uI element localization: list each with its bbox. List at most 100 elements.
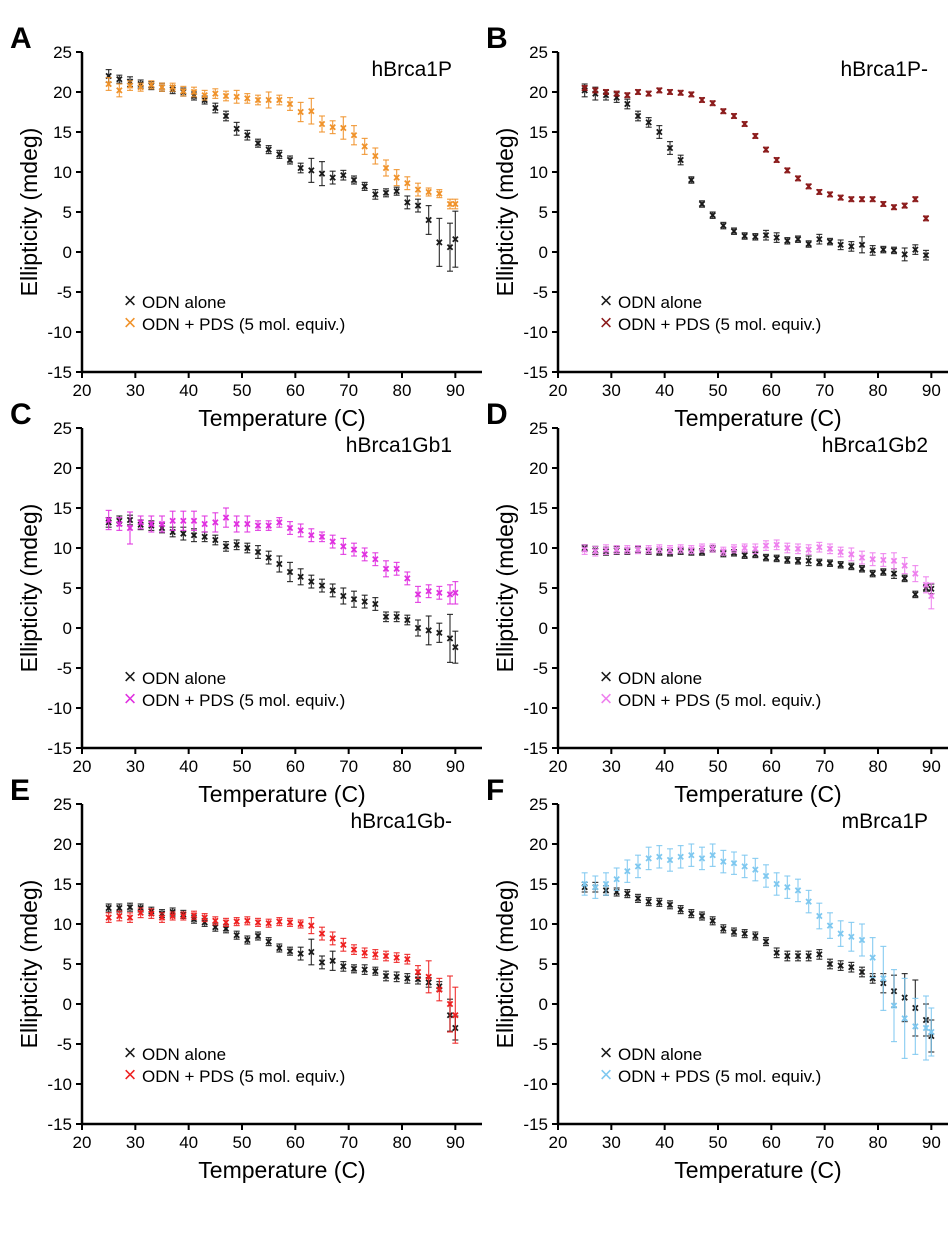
data-point-stroke <box>720 547 727 555</box>
data-point-stroke <box>404 975 411 982</box>
x-tick-label: 20 <box>549 1133 568 1152</box>
y-tick-label: 25 <box>529 795 548 814</box>
data-point-stroke <box>382 164 390 172</box>
data-point <box>212 917 219 925</box>
data-point-stroke <box>773 234 780 241</box>
data-point-stroke <box>116 87 123 94</box>
data-point-stroke <box>880 975 887 982</box>
y-tick-label: -5 <box>57 1035 72 1054</box>
data-point <box>372 967 379 975</box>
data-point <box>666 901 674 909</box>
data-point <box>158 914 166 921</box>
data-point-stroke <box>912 570 919 577</box>
data-point <box>869 247 876 254</box>
data-point-stroke <box>340 963 347 970</box>
y-tick-label: -15 <box>47 739 72 758</box>
data-point-stroke <box>624 91 631 99</box>
y-tick-label: 25 <box>529 419 548 438</box>
data-point-stroke <box>730 227 738 235</box>
data-point <box>148 910 155 917</box>
data-point <box>436 629 443 637</box>
data-point <box>318 533 326 541</box>
data-point-stroke <box>656 87 663 94</box>
data-point <box>340 941 347 949</box>
data-point <box>805 952 812 960</box>
data-point-stroke <box>233 541 240 549</box>
data-point-stroke <box>730 928 738 936</box>
data-point <box>912 591 919 598</box>
data-point <box>688 546 695 553</box>
y-tick-label: 5 <box>539 203 548 222</box>
data-point <box>922 581 930 589</box>
data-point-stroke <box>709 544 716 552</box>
data-point-stroke <box>340 543 347 550</box>
data-point-stroke <box>581 84 588 92</box>
panel-letter: F <box>486 774 504 807</box>
data-point-stroke <box>404 179 411 187</box>
data-point-stroke <box>308 531 315 539</box>
x-tick-label: 50 <box>233 757 252 776</box>
data-point <box>350 176 358 184</box>
x-tick-label: 90 <box>922 1133 941 1152</box>
data-point <box>730 112 738 120</box>
data-point-stroke <box>741 544 748 552</box>
data-point <box>730 928 738 936</box>
data-point-stroke <box>446 1000 454 1008</box>
y-tick-label: 0 <box>539 243 548 262</box>
data-point <box>784 556 791 564</box>
data-point <box>452 200 459 208</box>
data-point <box>286 524 294 532</box>
data-point-stroke <box>666 88 674 96</box>
data-point <box>329 587 336 594</box>
data-point-stroke <box>602 88 610 96</box>
data-point-stroke <box>784 952 791 960</box>
y-tick-label: 10 <box>529 539 548 558</box>
data-point-stroke <box>794 175 802 182</box>
data-point <box>452 643 459 651</box>
data-point <box>624 890 631 897</box>
data-point <box>222 919 230 926</box>
x-tick-label: 40 <box>655 757 674 776</box>
y-tick-label: 20 <box>53 83 72 102</box>
legend-label: ODN + PDS (5 mol. equiv.) <box>618 1067 821 1086</box>
data-point-stroke <box>698 96 706 104</box>
data-point-stroke <box>677 545 684 553</box>
data-point-stroke <box>912 1023 919 1030</box>
data-point-stroke <box>105 516 112 524</box>
data-point-stroke <box>912 591 919 598</box>
data-point-stroke <box>816 912 823 920</box>
data-point <box>858 936 866 944</box>
data-point <box>318 930 326 937</box>
data-point-stroke <box>350 946 358 953</box>
data-point-stroke <box>581 880 588 888</box>
data-point <box>922 1024 930 1032</box>
data-point <box>720 925 727 933</box>
data-point-stroke <box>137 519 144 526</box>
data-point <box>837 962 844 969</box>
data-point-stroke <box>880 568 887 576</box>
data-point <box>741 551 748 559</box>
data-point <box>581 546 588 553</box>
data-point <box>634 863 642 870</box>
data-point <box>656 899 663 906</box>
data-point <box>826 238 834 245</box>
data-point <box>329 957 336 965</box>
data-point <box>308 167 315 174</box>
data-point-stroke <box>826 960 834 968</box>
data-point-stroke <box>773 156 780 164</box>
data-point <box>837 241 844 249</box>
data-point <box>901 562 908 569</box>
data-point <box>212 519 219 526</box>
data-point <box>414 186 422 193</box>
panel-letter: B <box>486 22 508 55</box>
data-point <box>773 949 780 957</box>
data-point-stroke <box>169 517 176 525</box>
data-point <box>244 917 251 925</box>
data-point-stroke <box>446 200 454 208</box>
data-point <box>180 87 187 95</box>
data-point-stroke <box>794 557 802 565</box>
data-point <box>318 170 326 177</box>
data-point <box>201 91 208 99</box>
data-point <box>784 544 791 552</box>
